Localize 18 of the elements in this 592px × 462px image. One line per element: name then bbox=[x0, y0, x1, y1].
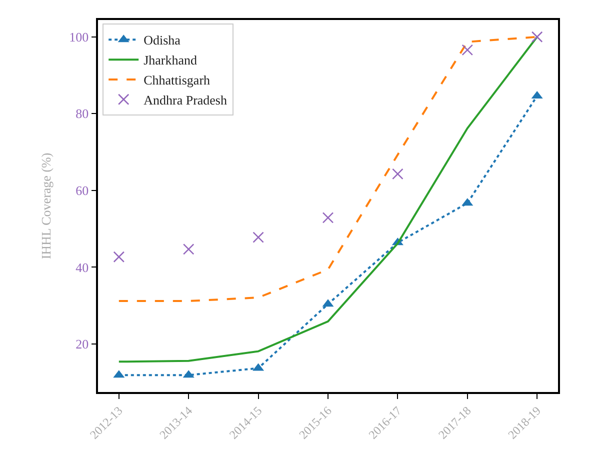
point bbox=[182, 244, 194, 255]
y-tick-label: 60 bbox=[76, 183, 89, 198]
point bbox=[392, 168, 404, 180]
point bbox=[462, 44, 474, 56]
line-series bbox=[118, 36, 538, 363]
point bbox=[113, 251, 125, 263]
y-tick-label: 20 bbox=[76, 336, 89, 352]
legend-label: Chhattisgarh bbox=[144, 72, 211, 88]
y-tick-label: 100 bbox=[69, 29, 89, 44]
legend-label: Andhra Pradesh bbox=[144, 92, 228, 108]
y-axis-title: IHHL Coverage (%) bbox=[38, 152, 54, 260]
legend-label: Odisha bbox=[144, 32, 181, 48]
y-tick-label: 40 bbox=[76, 260, 89, 275]
point bbox=[322, 212, 334, 224]
y-tick-label: 80 bbox=[76, 106, 89, 122]
legend-label: Jharkhand bbox=[144, 52, 198, 68]
point bbox=[252, 232, 264, 243]
point bbox=[531, 31, 543, 43]
